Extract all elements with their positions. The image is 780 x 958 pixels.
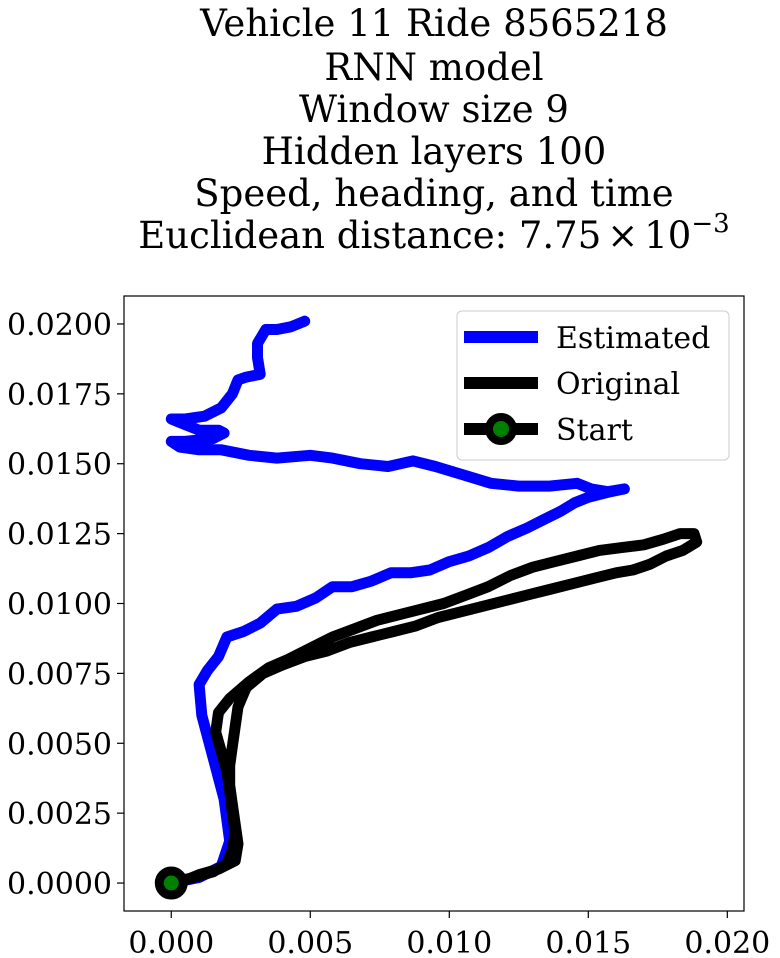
y-tick-label: 0.0025	[7, 797, 112, 832]
title-distance-exponent: −3	[691, 209, 729, 239]
x-tick-label: 0.020	[684, 926, 770, 958]
y-tick-label: 0.0075	[7, 657, 112, 692]
series-line-original	[165, 528, 703, 889]
y-tick-label: 0.0100	[7, 588, 112, 623]
legend-swatch-start-marker	[485, 413, 517, 445]
axes: 0.000 0.005 0.010 0.015 0.020 0.0000 0.0025 0.0…	[7, 308, 770, 958]
start-marker	[154, 866, 188, 900]
y-tick-label: 0.0150	[7, 448, 112, 483]
chart-title: Vehicle 11 Ride 8565218 RNN model Window…	[138, 2, 729, 257]
title-line-3: Window size 9	[299, 88, 569, 131]
y-tick-label: 0.0125	[7, 518, 112, 553]
title-line-1: Vehicle 11 Ride 8565218	[199, 2, 668, 45]
x-tick-label: 0.015	[545, 926, 631, 958]
legend-box	[456, 310, 730, 461]
x-tick-label: 0.010	[406, 926, 492, 958]
y-tick-label: 0.0175	[7, 378, 112, 413]
legend-label-original: Original	[556, 367, 680, 402]
x-tick-label: 0.000	[128, 926, 214, 958]
series-line-estimated	[165, 315, 630, 889]
legend-label-start: Start	[556, 413, 633, 448]
title-line-2: RNN model	[324, 46, 543, 89]
title-line-6: Euclidean distance: 7.75 × 10−3	[138, 209, 729, 257]
title-distance-base: 10	[644, 214, 691, 257]
legend-label-estimated: Estimated	[556, 321, 710, 356]
title-distance-times: ×	[607, 214, 638, 257]
y-tick-label: 0.0200	[7, 308, 112, 343]
title-line-5: Speed, heading, and time	[194, 172, 673, 215]
series-layer	[154, 315, 703, 900]
title-line-4: Hidden layers 100	[262, 130, 607, 173]
y-tick-label: 0.0050	[7, 727, 112, 762]
y-tick-label: 0.0000	[7, 867, 112, 902]
x-tick-label: 0.005	[267, 926, 353, 958]
legend: Estimated Original Start	[456, 310, 730, 461]
title-distance-prefix: Euclidean distance: 7.75	[138, 214, 601, 257]
